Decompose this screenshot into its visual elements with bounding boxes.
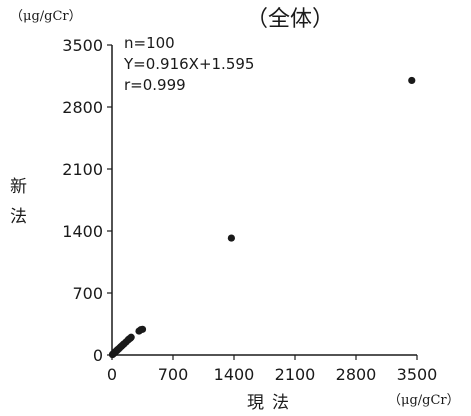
annotation-regression: Y=0.916X+1.595 — [123, 55, 254, 73]
y-axis-label-char-1: 新 — [10, 177, 27, 197]
tick-labels: 0 700 1400 2100 2800 3500 0 700 1400 2100 2800 3500 — [62, 36, 437, 384]
data-point — [127, 333, 135, 341]
y-tick-label: 1400 — [62, 222, 103, 241]
x-tick-label: 2100 — [275, 365, 316, 384]
y-axis-unit: （μg/gCr） — [10, 9, 82, 24]
annotation-r: r=0.999 — [124, 76, 186, 94]
data-points — [108, 76, 416, 359]
x-tick-label: 2800 — [336, 365, 377, 384]
y-tick-label: 0 — [93, 346, 103, 365]
x-tick-label: 0 — [107, 365, 117, 384]
data-point — [227, 234, 235, 242]
y-tick-label: 700 — [72, 284, 103, 303]
axes — [107, 44, 418, 360]
x-tick-label: 3500 — [397, 365, 438, 384]
x-axis-unit: （μg/gCr） — [388, 393, 460, 408]
y-tick-label: 3500 — [62, 36, 103, 55]
x-axis-label-char-1: 現 — [247, 393, 264, 412]
annotation-n: n=100 — [124, 34, 175, 52]
chart-title: （全体） — [246, 7, 334, 32]
x-tick-label: 1400 — [214, 365, 255, 384]
y-tick-label: 2100 — [62, 160, 103, 179]
y-tick-label: 2800 — [62, 98, 103, 117]
data-point — [408, 76, 416, 85]
x-axis-label-char-2: 法 — [272, 393, 289, 412]
data-point — [138, 325, 147, 333]
y-axis-label-char-2: 法 — [10, 207, 27, 227]
x-tick-label: 700 — [158, 365, 189, 384]
